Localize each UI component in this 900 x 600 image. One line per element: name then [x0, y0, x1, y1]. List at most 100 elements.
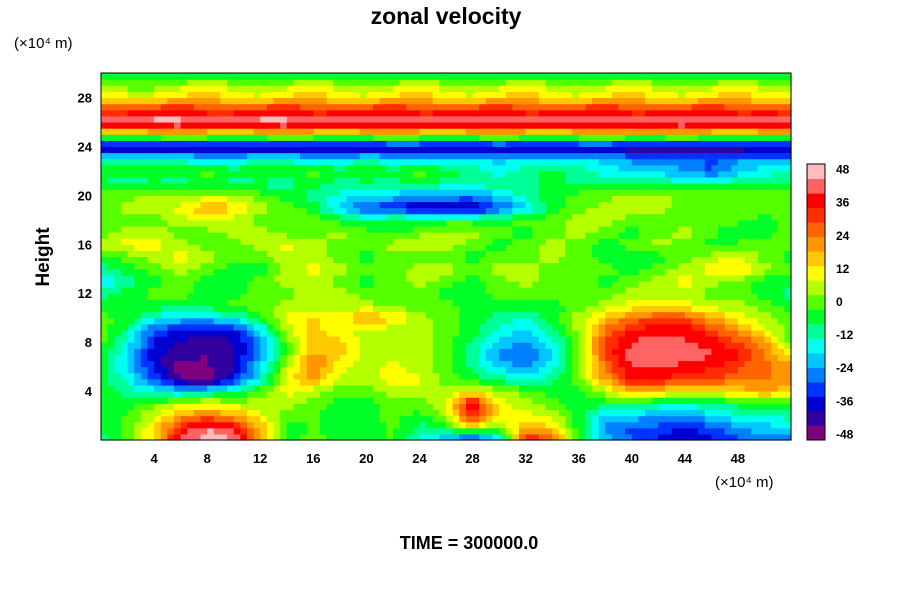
heatmap-cell — [432, 250, 440, 258]
heatmap-cell — [452, 262, 460, 270]
heatmap-cell — [698, 336, 706, 343]
heatmap-cell — [492, 225, 500, 233]
heatmap-cell — [744, 366, 752, 374]
heatmap-cell — [764, 360, 772, 368]
heatmap-cell — [333, 232, 341, 239]
heatmap-cell — [452, 409, 460, 417]
heatmap-cell — [140, 219, 149, 227]
heatmap-cell — [572, 391, 580, 398]
heatmap-cell — [704, 299, 712, 307]
heatmap-cell — [339, 427, 348, 435]
heatmap-cell — [638, 360, 646, 368]
heatmap-cell — [140, 311, 149, 319]
heatmap-cell — [479, 274, 487, 282]
heatmap-cell — [227, 170, 235, 178]
heatmap-cell — [505, 256, 513, 264]
heatmap-cell — [538, 384, 547, 392]
heatmap-cell — [173, 158, 182, 166]
heatmap-cell — [127, 268, 135, 276]
heatmap-cell — [120, 409, 129, 417]
heatmap-cell — [565, 378, 573, 386]
heatmap-cell — [114, 225, 122, 233]
heatmap-cell — [240, 152, 248, 160]
heatmap-cell — [333, 274, 341, 282]
heatmap-cell — [572, 403, 580, 411]
heatmap-cell — [127, 183, 135, 190]
heatmap-cell — [233, 207, 241, 215]
heatmap-cell — [472, 262, 480, 270]
heatmap-cell — [737, 421, 746, 429]
heatmap-cell — [605, 268, 613, 276]
heatmap-cell — [638, 244, 646, 251]
heatmap-cell — [426, 238, 434, 245]
heatmap-cell — [691, 244, 699, 251]
heatmap-cell — [452, 433, 460, 441]
heatmap-cell — [300, 146, 308, 154]
heatmap-cell — [207, 207, 215, 215]
heatmap-cell — [664, 207, 673, 215]
heatmap-cell — [193, 366, 202, 374]
heatmap-cell — [167, 403, 175, 411]
heatmap-cell — [737, 311, 746, 319]
heatmap-cell — [784, 268, 792, 276]
heatmap-cell — [439, 201, 447, 209]
heatmap-cell — [744, 183, 752, 190]
heatmap-cell — [101, 293, 109, 300]
heatmap-cell — [771, 323, 779, 331]
heatmap-cell — [326, 427, 334, 435]
heatmap-cell — [465, 415, 474, 423]
heatmap-cell — [764, 170, 772, 178]
heatmap-cell — [658, 397, 666, 404]
heatmap-cell — [187, 238, 195, 245]
heatmap-cell — [684, 244, 693, 251]
heatmap-cell — [552, 170, 560, 178]
heatmap-cell — [379, 348, 387, 355]
heatmap-cell — [572, 250, 580, 258]
heatmap-cell — [134, 329, 142, 337]
heatmap-cell — [611, 317, 620, 325]
heatmap-cell — [605, 421, 613, 429]
heatmap-cell — [399, 305, 407, 313]
heatmap-cell — [465, 158, 474, 166]
heatmap-cell — [266, 348, 275, 355]
heatmap-cell — [187, 213, 195, 221]
heatmap-cell — [266, 378, 275, 386]
heatmap-cell — [273, 403, 281, 411]
heatmap-cell — [465, 219, 474, 227]
heatmap-cell — [426, 195, 434, 203]
heatmap-cell — [664, 427, 673, 435]
heatmap-cell — [492, 201, 500, 209]
heatmap-cell — [724, 403, 732, 411]
heatmap-cell — [260, 384, 268, 392]
heatmap-cell — [598, 213, 606, 221]
heatmap-cell — [412, 378, 421, 386]
heatmap-cell — [439, 421, 447, 429]
heatmap-cell — [147, 268, 155, 276]
heatmap-cell — [485, 305, 494, 313]
heatmap-cell — [784, 213, 792, 221]
heatmap-cell — [114, 274, 122, 282]
heatmap-cell — [552, 176, 560, 184]
heatmap-cell — [784, 427, 792, 435]
heatmap-cell — [658, 287, 666, 294]
heatmap-cell — [273, 421, 281, 429]
heatmap-cell — [160, 305, 168, 313]
heatmap-cell — [711, 372, 719, 380]
heatmap-cell — [180, 164, 188, 172]
heatmap-cell — [585, 323, 593, 331]
heatmap-cell — [333, 219, 341, 227]
heatmap-cell — [419, 360, 427, 368]
heatmap-cell — [492, 262, 500, 270]
heatmap-cell — [187, 158, 195, 166]
heatmap-cell — [233, 232, 241, 239]
heatmap-cell — [578, 378, 586, 386]
heatmap-cell — [346, 403, 354, 411]
heatmap-cell — [293, 274, 301, 282]
heatmap-cell — [631, 391, 639, 398]
heatmap-cell — [260, 213, 268, 221]
heatmap-cell — [379, 195, 387, 203]
heatmap-cell — [280, 146, 288, 154]
heatmap-cell — [114, 378, 122, 386]
heatmap-cell — [737, 158, 746, 166]
heatmap-cell — [585, 415, 593, 423]
